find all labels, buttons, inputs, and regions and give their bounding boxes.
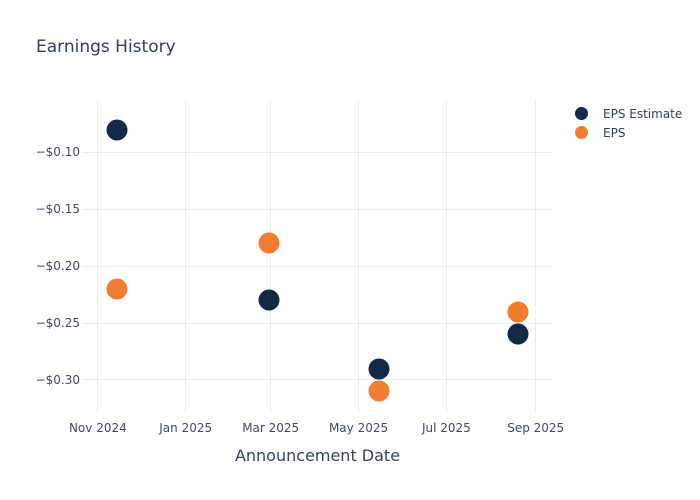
legend-label: EPS	[603, 125, 626, 140]
x-tick-label: Jan 2025	[159, 421, 213, 435]
data-point-eps-estimate[interactable]	[368, 358, 390, 380]
legend-label: EPS Estimate	[603, 106, 683, 121]
eps-marker-icon	[575, 126, 588, 139]
data-point-eps[interactable]	[106, 278, 128, 300]
y-tick-label: −$0.10	[35, 145, 80, 160]
legend-item-eps[interactable]: EPS	[575, 123, 682, 142]
h-gridline	[82, 379, 553, 381]
data-point-eps[interactable]	[368, 380, 390, 402]
y-tick-label: −$0.15	[35, 202, 80, 217]
h-gridline	[82, 151, 553, 153]
plot-area	[82, 100, 553, 413]
data-point-eps-estimate[interactable]	[106, 119, 128, 141]
legend: EPS Estimate EPS	[575, 104, 682, 142]
x-tick-label: Jul 2025	[421, 421, 471, 435]
x-tick-label: May 2025	[328, 421, 389, 435]
x-tick-label: Sep 2025	[507, 421, 565, 435]
x-axis-title: Announcement Date	[234, 446, 401, 465]
y-tick-label: −$0.20	[35, 259, 80, 274]
h-gridline	[82, 265, 553, 267]
v-gridline	[97, 100, 99, 413]
chart-title: Earnings History	[36, 37, 176, 57]
v-gridline	[270, 100, 272, 413]
v-gridline	[445, 100, 447, 413]
y-tick-label: −$0.30	[35, 372, 80, 387]
data-point-eps-estimate[interactable]	[258, 289, 280, 311]
h-gridline	[82, 208, 553, 210]
v-gridline	[535, 100, 537, 413]
h-gridline	[82, 322, 553, 324]
x-tick-label: Nov 2024	[68, 421, 127, 435]
x-tick-label: Mar 2025	[242, 421, 300, 435]
eps-estimate-marker-icon	[575, 107, 588, 120]
data-point-eps[interactable]	[507, 301, 529, 323]
data-point-eps-estimate[interactable]	[507, 323, 529, 345]
v-gridline	[358, 100, 360, 413]
y-tick-label: −$0.25	[35, 316, 80, 331]
data-point-eps[interactable]	[258, 232, 280, 254]
v-gridline	[185, 100, 187, 413]
legend-item-eps-estimate[interactable]: EPS Estimate	[575, 104, 682, 123]
